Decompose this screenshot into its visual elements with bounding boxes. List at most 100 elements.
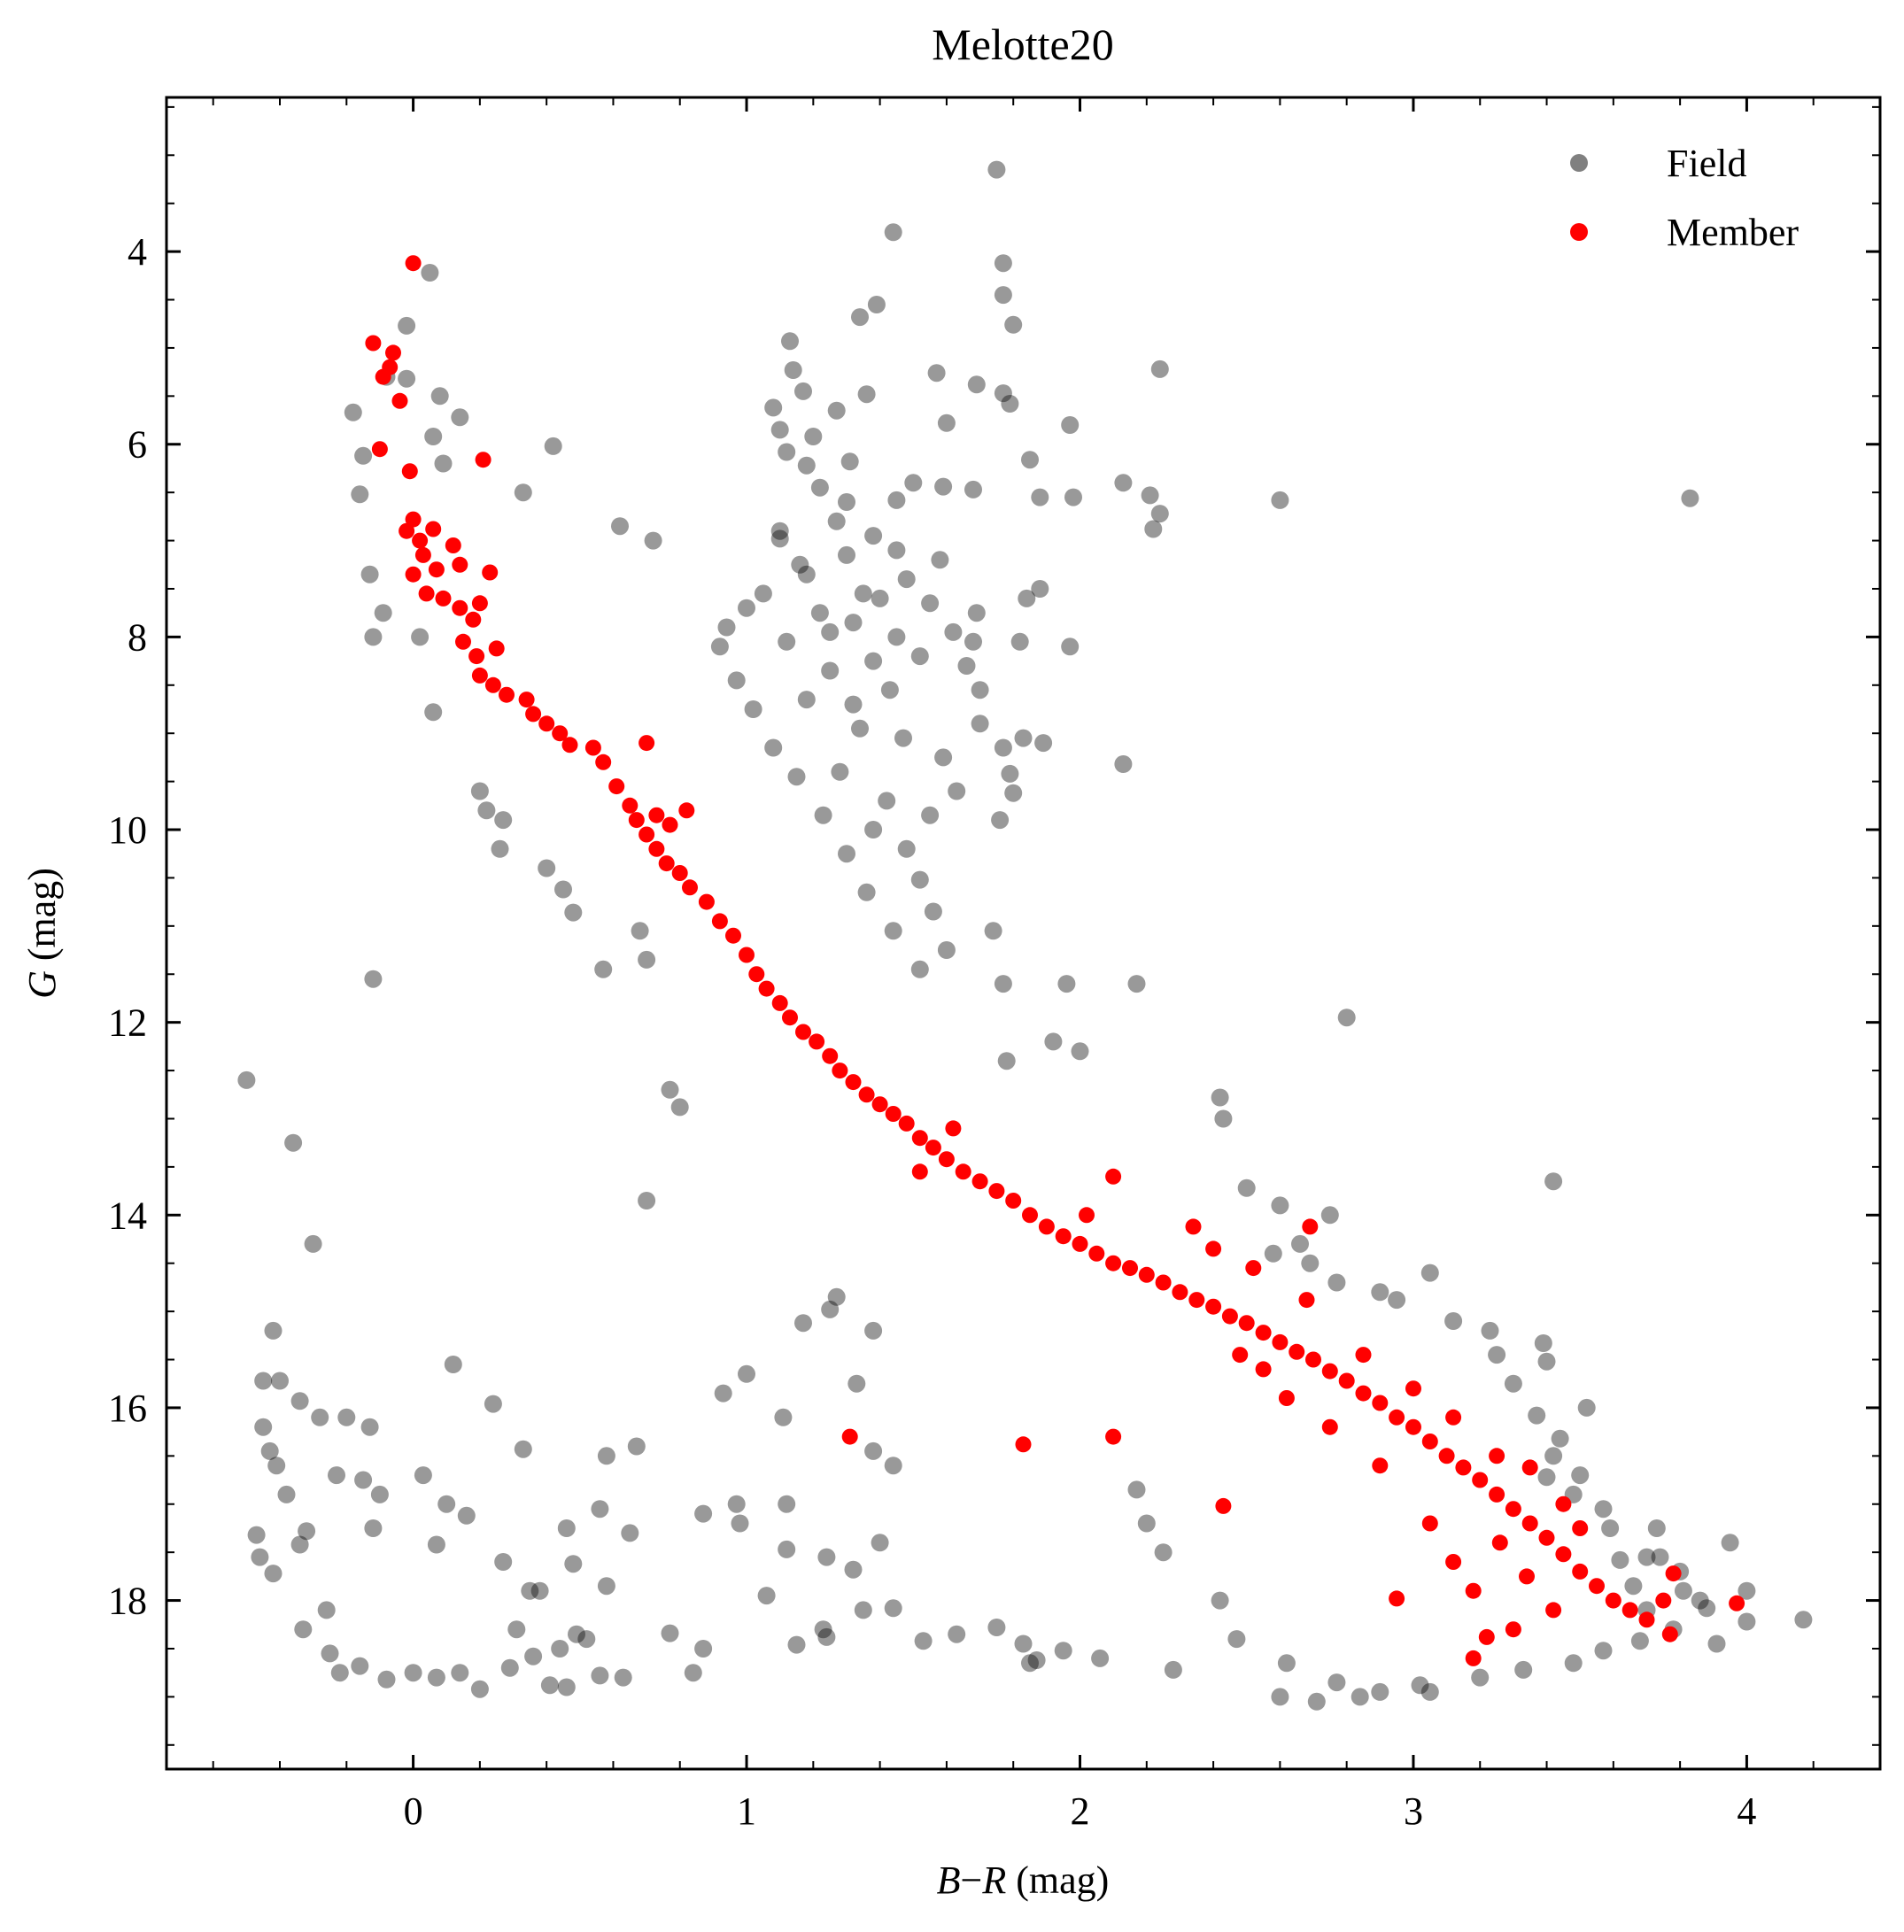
field-point (910, 870, 929, 889)
member-point (1355, 1347, 1372, 1364)
member-point (758, 980, 775, 997)
field-point (937, 413, 956, 432)
field-point (1537, 1468, 1556, 1487)
member-point (945, 1120, 962, 1137)
field-point (844, 614, 863, 632)
field-point (778, 632, 796, 651)
field-point (1444, 1312, 1463, 1330)
field-point (614, 1668, 632, 1687)
member-point (662, 816, 678, 833)
field-point (851, 308, 869, 327)
field-point (914, 1632, 933, 1650)
field-point (1624, 1577, 1643, 1596)
field-point (904, 474, 923, 492)
field-point (964, 480, 982, 498)
field-point (631, 922, 649, 940)
field-point (774, 1408, 793, 1426)
member-point (1278, 1390, 1295, 1406)
member-point (911, 1163, 928, 1180)
member-point (1138, 1266, 1155, 1283)
field-point (1061, 416, 1080, 434)
field-point (871, 1534, 889, 1552)
field-point (364, 628, 383, 646)
field-point (530, 1581, 549, 1600)
field-point (1211, 1591, 1229, 1610)
member-point (405, 255, 422, 272)
member-point (371, 441, 388, 458)
member-point (782, 1009, 798, 1026)
field-point (424, 703, 443, 722)
field-point (1637, 1548, 1656, 1566)
field-point (814, 806, 832, 824)
member-point (1038, 1218, 1055, 1235)
field-point (264, 1565, 283, 1583)
member-point (468, 648, 485, 665)
x-axis-label-var2: R (981, 1859, 1006, 1902)
member-point (482, 564, 499, 581)
field-point (1327, 1273, 1346, 1292)
field-point (444, 1356, 462, 1373)
field-point (290, 1392, 309, 1410)
field-point (1420, 1264, 1439, 1282)
field-point (551, 1640, 569, 1658)
x-axis-label-minus: − (961, 1859, 983, 1902)
field-point (887, 491, 906, 509)
field-point (1371, 1283, 1389, 1302)
field-point (1651, 1548, 1669, 1566)
member-point (1289, 1343, 1305, 1360)
field-point (521, 1581, 539, 1600)
member-point (1155, 1274, 1172, 1291)
field-point (1594, 1500, 1613, 1519)
field-point (500, 1658, 519, 1677)
field-point (1071, 1042, 1089, 1061)
field-point (577, 1630, 596, 1649)
member-point (608, 778, 625, 795)
field-point (910, 647, 929, 666)
field-point (1571, 1466, 1590, 1485)
field-point (684, 1664, 702, 1682)
field-point (1351, 1688, 1369, 1706)
member-point (1321, 1418, 1338, 1435)
field-point (921, 594, 940, 613)
field-point (1057, 975, 1076, 993)
member-point (1305, 1351, 1321, 1368)
field-point (738, 599, 755, 617)
legend: Field Member (1570, 142, 1799, 254)
member-point (1489, 1448, 1505, 1464)
member-point (1729, 1595, 1745, 1611)
field-point (430, 387, 449, 406)
y-tick-label: 12 (108, 1001, 147, 1045)
member-point (1255, 1325, 1272, 1341)
field-point (864, 652, 883, 670)
member-point (698, 893, 715, 910)
field-point (840, 452, 859, 471)
member-point (1621, 1602, 1638, 1619)
field-point (1061, 638, 1080, 656)
field-point (997, 1052, 1016, 1070)
field-point (1164, 1660, 1182, 1679)
member-point (471, 667, 488, 684)
x-tick-label: 1 (737, 1789, 756, 1833)
field-point (1271, 491, 1289, 509)
field-point (421, 264, 439, 282)
field-point (1211, 1088, 1229, 1107)
field-point (554, 880, 572, 899)
member-point (1472, 1472, 1489, 1488)
member-point (711, 913, 728, 930)
field-point (1320, 1206, 1339, 1225)
field-point (354, 446, 373, 465)
field-point (491, 839, 509, 858)
field-point (817, 1548, 836, 1566)
member-point (1072, 1235, 1088, 1252)
member-point (414, 546, 431, 563)
field-point (714, 1384, 732, 1403)
field-point (538, 859, 556, 877)
field-point (254, 1418, 273, 1436)
field-point (661, 1080, 679, 1099)
chart-title: Melotte20 (932, 19, 1114, 69)
field-point (344, 403, 362, 421)
field-point (414, 1466, 432, 1485)
series-field (237, 160, 1813, 1711)
field-point (304, 1234, 322, 1253)
field-point (1010, 632, 1029, 651)
